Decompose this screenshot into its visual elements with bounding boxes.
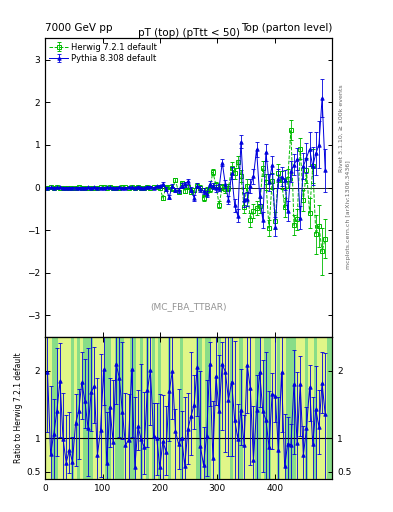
Bar — [224, 337, 227, 479]
Bar — [124, 337, 127, 479]
Bar — [321, 337, 324, 479]
Bar — [186, 337, 189, 479]
Bar — [45, 337, 332, 479]
Legend: Herwig 7.2.1 default, Pythia 8.308 default: Herwig 7.2.1 default, Pythia 8.308 defau… — [48, 41, 158, 65]
Text: 7000 GeV pp: 7000 GeV pp — [45, 23, 113, 33]
Bar — [242, 337, 246, 479]
Bar — [174, 337, 177, 479]
Bar — [324, 337, 327, 479]
Bar — [149, 337, 152, 479]
Bar — [246, 337, 249, 479]
Bar — [80, 337, 83, 479]
Bar — [155, 337, 158, 479]
Bar — [74, 337, 77, 479]
Bar — [236, 337, 239, 479]
Bar — [274, 337, 277, 479]
Bar — [202, 337, 205, 479]
Bar — [183, 337, 186, 479]
Title: pT (top) (pTtt < 50): pT (top) (pTtt < 50) — [138, 28, 240, 37]
Bar — [49, 337, 52, 479]
Bar — [311, 337, 314, 479]
Bar — [233, 337, 236, 479]
Bar — [193, 337, 196, 479]
Bar — [96, 337, 99, 479]
Bar — [280, 337, 283, 479]
Bar — [62, 337, 65, 479]
Bar — [136, 337, 140, 479]
Bar — [299, 337, 302, 479]
Text: (MC_FBA_TTBAR): (MC_FBA_TTBAR) — [151, 303, 227, 311]
Bar — [112, 337, 115, 479]
Bar — [261, 337, 264, 479]
Bar — [211, 337, 215, 479]
Bar — [68, 337, 71, 479]
Bar — [271, 337, 274, 479]
Bar — [171, 337, 174, 479]
Bar — [318, 337, 321, 479]
Bar — [252, 337, 255, 479]
Bar — [99, 337, 102, 479]
Bar — [177, 337, 180, 479]
Bar — [189, 337, 193, 479]
Y-axis label: Ratio to Herwig 7.2.1 default: Ratio to Herwig 7.2.1 default — [14, 352, 23, 463]
Bar — [162, 337, 165, 479]
Bar — [249, 337, 252, 479]
Bar — [65, 337, 68, 479]
Text: Top (parton level): Top (parton level) — [241, 23, 332, 33]
Bar — [165, 337, 168, 479]
Bar — [127, 337, 130, 479]
Bar — [220, 337, 224, 479]
Bar — [308, 337, 311, 479]
Bar — [46, 337, 49, 479]
Bar — [215, 337, 218, 479]
Bar — [143, 337, 146, 479]
Bar — [302, 337, 305, 479]
Bar — [227, 337, 230, 479]
Bar — [102, 337, 105, 479]
Bar — [59, 337, 62, 479]
Bar — [283, 337, 286, 479]
Text: Rivet 3.1.10, ≥ 100k events: Rivet 3.1.10, ≥ 100k events — [339, 84, 344, 172]
Bar — [93, 337, 96, 479]
Bar — [296, 337, 299, 479]
Text: mcplots.cern.ch [arXiv:1306.3436]: mcplots.cern.ch [arXiv:1306.3436] — [346, 161, 351, 269]
